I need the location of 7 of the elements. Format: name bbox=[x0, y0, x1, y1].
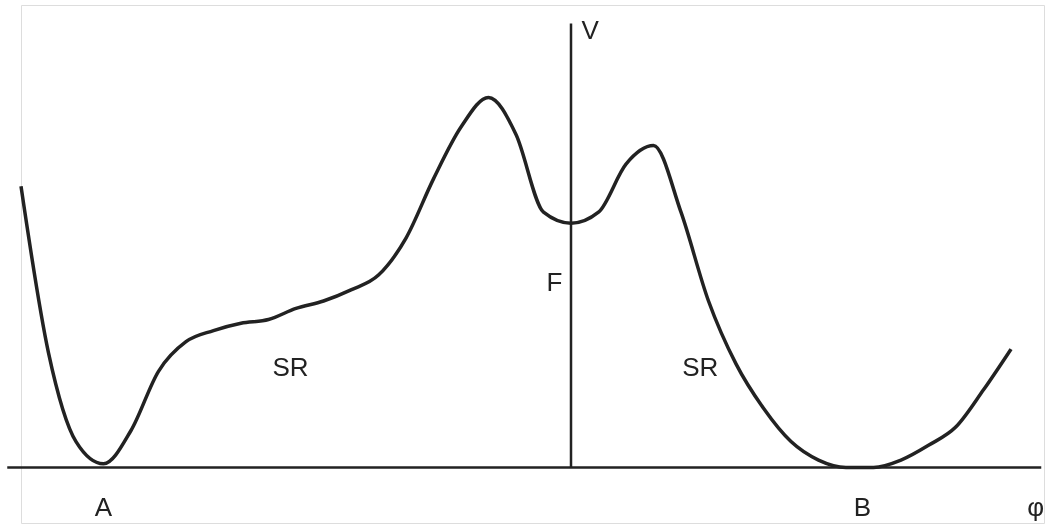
y-axis-title: V bbox=[581, 14, 600, 45]
text: B bbox=[853, 492, 872, 523]
annotation: SR bbox=[682, 351, 719, 382]
text: A bbox=[94, 492, 113, 523]
annotation: SR bbox=[272, 351, 309, 382]
annotation: F bbox=[546, 266, 563, 297]
x-axis-title: φ bbox=[1027, 492, 1045, 523]
